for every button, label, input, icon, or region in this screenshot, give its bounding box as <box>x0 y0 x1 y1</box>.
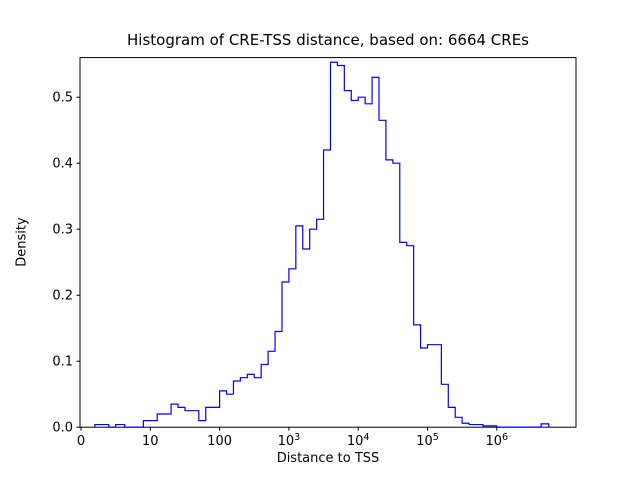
y-tick-label: 0.1 <box>52 355 73 370</box>
x-tick-label: 10 <box>142 434 159 449</box>
y-axis-label: Density <box>14 217 30 267</box>
chart-title: Histogram of CRE-TSS distance, based on:… <box>127 31 529 49</box>
y-tick-label: 0.0 <box>52 421 73 436</box>
y-tick-label: 0.3 <box>52 223 73 238</box>
x-tick-label: 106 <box>486 432 509 449</box>
x-tick-label: 0 <box>77 434 85 449</box>
x-tick-label: 104 <box>347 432 370 449</box>
y-tick-label: 0.2 <box>52 289 73 304</box>
axes-spines <box>79 57 577 428</box>
x-tick-label: 105 <box>416 432 439 449</box>
histogram-step-line <box>94 61 550 428</box>
y-tick-label: 0.4 <box>52 157 73 172</box>
y-tick-label: 0.5 <box>52 91 73 106</box>
x-tick-label: 103 <box>278 432 301 449</box>
x-tick-label: 100 <box>207 434 232 449</box>
x-axis-label: Distance to TSS <box>276 451 380 466</box>
